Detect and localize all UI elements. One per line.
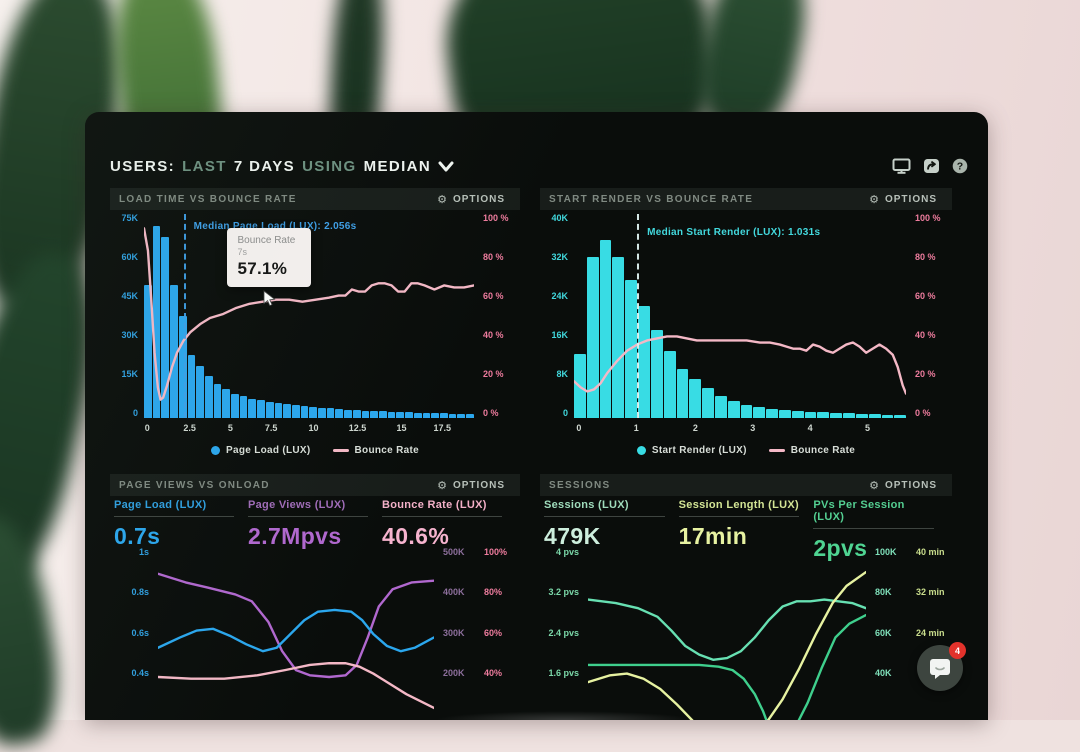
bounce-rate-line bbox=[574, 214, 906, 418]
tooltip-series: Bounce Rate bbox=[238, 235, 300, 246]
chevron-down-icon bbox=[438, 161, 454, 172]
y-axis-right: 100 %80 %60 %40 %20 %0 % bbox=[906, 214, 952, 418]
chat-widget-button[interactable]: 4 bbox=[917, 645, 963, 691]
panel-title: START RENDER VS BOUNCE RATE bbox=[549, 194, 753, 205]
page-title[interactable]: USERS: LAST 7 DAYS USING MEDIAN bbox=[110, 158, 454, 175]
options-button[interactable]: ⚙ OPTIONS bbox=[863, 193, 943, 206]
dashboard-header: USERS: LAST 7 DAYS USING MEDIAN ? bbox=[110, 152, 968, 180]
sessions-plot[interactable] bbox=[588, 548, 866, 720]
median-annotation: Median Start Render (LUX): 1.031s bbox=[647, 227, 820, 238]
title-segment: LAST bbox=[182, 158, 227, 175]
panel-title: SESSIONS bbox=[549, 480, 611, 491]
dashboard-screen: USERS: LAST 7 DAYS USING MEDIAN ? LOAD T… bbox=[85, 112, 988, 720]
metric-block: Bounce Rate (LUX)40.6% bbox=[382, 499, 516, 550]
start-render-plot[interactable]: Median Start Render (LUX): 1.031s bbox=[574, 214, 906, 418]
options-button[interactable]: ⚙ OPTIONS bbox=[431, 479, 511, 492]
panel-header: START RENDER VS BOUNCE RATE ⚙ OPTIONS bbox=[540, 188, 952, 210]
metric-block: Page Views (LUX)2.7Mpvs bbox=[248, 499, 382, 550]
help-icon[interactable]: ? bbox=[952, 158, 968, 174]
trend-lines bbox=[158, 548, 434, 720]
gear-icon: ⚙ bbox=[869, 194, 880, 205]
title-segment: 7 DAYS bbox=[234, 158, 295, 175]
options-label: OPTIONS bbox=[885, 480, 937, 491]
hinge-highlight bbox=[435, 711, 695, 720]
median-marker-line bbox=[184, 214, 186, 418]
tooltip: Bounce Rate 7s 57.1% bbox=[227, 228, 311, 287]
median-marker-line bbox=[637, 214, 639, 418]
header-actions: ? bbox=[892, 158, 968, 174]
tooltip-value: 57.1% bbox=[238, 259, 300, 279]
trend-lines bbox=[588, 548, 866, 720]
share-icon[interactable] bbox=[923, 158, 940, 174]
y-axis-right: 100 %80 %60 %40 %20 %0 % bbox=[474, 214, 520, 418]
notification-badge: 4 bbox=[949, 642, 966, 659]
gear-icon: ⚙ bbox=[437, 480, 448, 491]
panel-page-views: PAGE VIEWS VS ONLOAD ⚙ OPTIONS Page Load… bbox=[110, 474, 520, 720]
options-button[interactable]: ⚙ OPTIONS bbox=[431, 193, 511, 206]
options-button[interactable]: ⚙ OPTIONS bbox=[863, 479, 943, 492]
title-segment: USING bbox=[302, 158, 357, 175]
panel-header: SESSIONS ⚙ OPTIONS bbox=[540, 474, 952, 496]
panel-header: LOAD TIME VS BOUNCE RATE ⚙ OPTIONS bbox=[110, 188, 520, 210]
load-time-plot[interactable]: Median Page Load (LUX): 2.056s Bounce Ra… bbox=[144, 214, 474, 418]
metric-block: Page Load (LUX)0.7s bbox=[114, 499, 248, 550]
panel-start-render: START RENDER VS BOUNCE RATE ⚙ OPTIONS 40… bbox=[540, 188, 952, 466]
svg-text:?: ? bbox=[957, 161, 963, 173]
title-segment: USERS: bbox=[110, 158, 175, 175]
laptop-bezel: USERS: LAST 7 DAYS USING MEDIAN ? LOAD T… bbox=[85, 112, 988, 720]
panel-header: PAGE VIEWS VS ONLOAD ⚙ OPTIONS bbox=[110, 474, 520, 496]
legend: Page Load (LUX)Bounce Rate bbox=[110, 445, 520, 456]
gear-icon: ⚙ bbox=[437, 194, 448, 205]
tooltip-x-value: 7s bbox=[238, 247, 300, 257]
chat-bubble-icon bbox=[928, 657, 952, 680]
mouse-cursor-icon bbox=[263, 290, 276, 308]
options-label: OPTIONS bbox=[453, 194, 505, 205]
panel-title: LOAD TIME VS BOUNCE RATE bbox=[119, 194, 297, 205]
gear-icon: ⚙ bbox=[869, 480, 880, 491]
page-views-plot[interactable] bbox=[158, 548, 434, 720]
display-icon[interactable] bbox=[892, 158, 911, 174]
options-label: OPTIONS bbox=[885, 194, 937, 205]
panel-title: PAGE VIEWS VS ONLOAD bbox=[119, 480, 270, 491]
legend: Start Render (LUX)Bounce Rate bbox=[540, 445, 952, 456]
title-segment: MEDIAN bbox=[364, 158, 432, 175]
options-label: OPTIONS bbox=[453, 480, 505, 491]
